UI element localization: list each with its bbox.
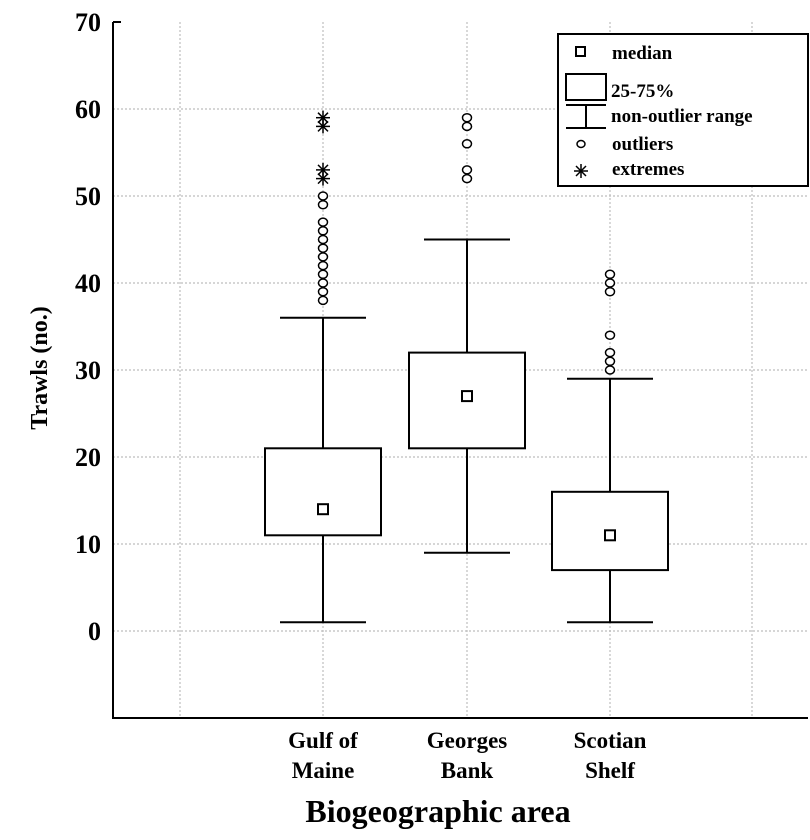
- outlier-point: [317, 199, 329, 210]
- legend-box-marker: [565, 73, 607, 101]
- median-marker: [461, 390, 473, 403]
- box-group: [551, 269, 669, 624]
- legend-outlier-marker: [576, 139, 586, 149]
- x-tick-label: Maine: [292, 758, 355, 783]
- y-tick-label: 30: [75, 356, 101, 385]
- extreme-point: [316, 119, 330, 134]
- x-tick-label: Georges: [427, 728, 508, 753]
- outlier-point: [604, 269, 616, 280]
- legend-label-whisker: non-outlier range: [611, 106, 753, 127]
- outlier-point: [317, 217, 329, 227]
- outlier-point: [317, 286, 329, 297]
- outlier-point: [317, 252, 329, 262]
- box-group: [264, 110, 382, 624]
- outlier-point: [461, 139, 473, 149]
- y-axis-label: Trawls (no.): [27, 306, 53, 430]
- iqr-box: [264, 447, 382, 537]
- extreme-point: [316, 171, 330, 186]
- outlier-point: [461, 121, 473, 132]
- y-tick-label: 40: [75, 269, 101, 298]
- legend-label-box: 25-75%: [611, 81, 674, 102]
- extreme-stroke: [317, 120, 329, 132]
- outlier-point: [317, 243, 329, 253]
- outlier-point: [604, 347, 616, 358]
- outlier-point: [604, 286, 616, 297]
- y-tick-label: 0: [88, 617, 101, 646]
- extreme-point: [316, 162, 330, 177]
- x-axis-label: Biogeographic area: [305, 793, 570, 829]
- box-group: [408, 112, 526, 554]
- y-tick-label: 50: [75, 182, 101, 211]
- outlier-point: [461, 112, 473, 123]
- median-marker: [317, 503, 329, 516]
- outlier-point: [317, 226, 329, 236]
- outlier-point: [604, 330, 616, 340]
- outlier-point: [317, 234, 329, 245]
- outlier-point: [317, 295, 329, 306]
- x-tick-label: Shelf: [585, 758, 635, 783]
- y-tick-label: 70: [75, 8, 101, 37]
- extreme-stroke: [317, 112, 329, 124]
- median-marker: [604, 529, 616, 542]
- extreme-point: [574, 164, 588, 178]
- outlier-point: [604, 278, 616, 288]
- legend-label-extremes: extremes: [612, 159, 684, 180]
- outlier-point: [317, 260, 329, 271]
- y-tick-label: 10: [75, 530, 101, 559]
- x-tick-label: Bank: [441, 758, 494, 783]
- x-tick-label: Gulf of: [288, 728, 358, 753]
- outlier-point: [461, 173, 473, 184]
- legend-median-marker: [575, 46, 586, 57]
- extreme-point: [316, 110, 330, 125]
- legend: median 25-75% non-outlier range outliers ext…: [557, 33, 809, 187]
- outlier-point: [317, 278, 329, 288]
- y-tick-label: 20: [75, 443, 101, 472]
- outlier-point: [317, 269, 329, 280]
- outlier-point: [604, 365, 616, 375]
- extreme-stroke: [317, 164, 329, 176]
- x-tick-label: Scotian: [574, 728, 647, 753]
- plot-axes: [112, 22, 808, 719]
- axis-layer: 0 10 20 30 40 50 60 70 Gulf of Maine Georges Bank Sc…: [75, 8, 808, 783]
- y-tick-label: 60: [75, 95, 101, 124]
- data-layer: [264, 110, 669, 624]
- extreme-stroke: [575, 165, 587, 177]
- extreme-stroke: [317, 173, 329, 185]
- legend-label-outliers: outliers: [612, 134, 673, 155]
- legend-label-median: median: [612, 43, 673, 64]
- outlier-point: [461, 165, 473, 175]
- outlier-point: [317, 191, 329, 201]
- legend-box: [557, 33, 809, 187]
- outlier-point: [604, 356, 616, 367]
